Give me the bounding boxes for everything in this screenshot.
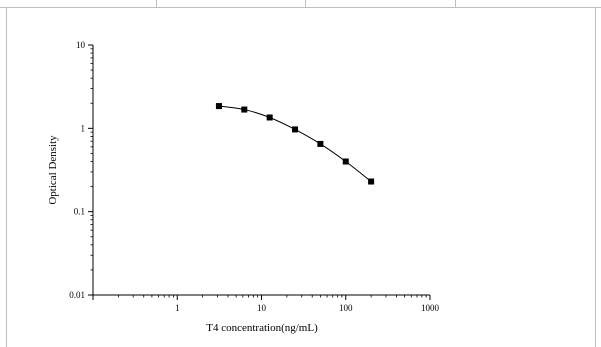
data-point-marker (241, 106, 248, 113)
y-tick-label: 0.1 (74, 207, 85, 217)
y-tick-label: 0.01 (69, 290, 85, 300)
data-point-marker (292, 126, 299, 133)
series-layer (215, 103, 375, 185)
x-tick-label: 1 (175, 303, 180, 313)
y-tick-label: 1 (81, 123, 86, 133)
y-tick-group: 0.01 0.1 1 10 (69, 40, 93, 300)
data-point-marker (342, 158, 349, 165)
chart: 0.01 0.1 1 10 1 10 100 1000 Optical Density T4… (47, 40, 440, 334)
x-tick-group: 1 10 100 1000 (92, 295, 440, 313)
y-axis-title: Optical Density (47, 135, 59, 205)
series-line (218, 105, 372, 182)
y-tick-label: 10 (76, 40, 86, 50)
x-axis-title: T4 concentration(ng/mL) (206, 322, 318, 334)
data-point-marker (317, 140, 324, 147)
data-point-marker (368, 178, 375, 185)
x-tick-label: 10 (257, 303, 267, 313)
data-point-marker (215, 103, 222, 110)
x-tick-label: 100 (339, 303, 353, 313)
x-tick-label: 1000 (421, 303, 440, 313)
data-point-marker (266, 114, 273, 121)
